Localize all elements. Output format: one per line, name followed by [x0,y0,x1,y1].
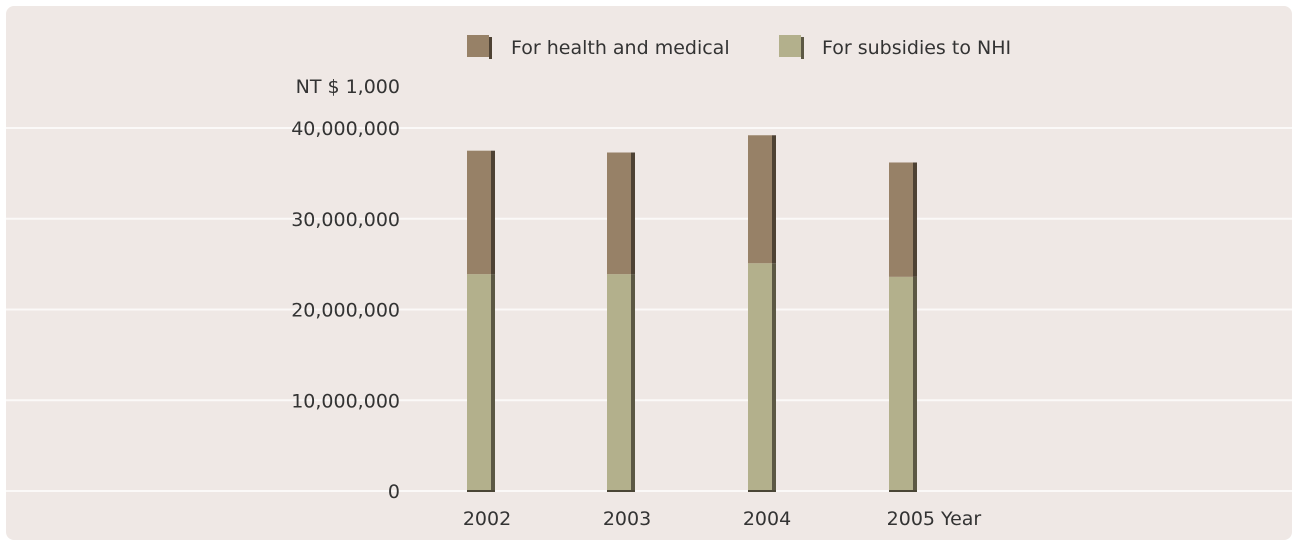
gridlines [6,127,1292,492]
bar-for-health-and-medical-2005 [889,162,913,277]
bar-for-health-and-medical-2004 [748,135,772,264]
bar-shadow [913,276,917,491]
x-axis-tick-labels: 2002 2003 2004 2005 [463,508,935,530]
bar-shadow [631,152,635,275]
unit-label: NT $ 1,000 [296,76,400,98]
legend-label-health-medical: For health and medical [511,37,730,59]
x-tick-label: 2004 [743,508,791,530]
bar-base [607,490,635,492]
y-tick-label: 40,000,000 [291,118,400,140]
bar-for-subsidies-to-nhi-2004 [748,263,772,491]
y-tick-label: 20,000,000 [291,300,400,322]
bars [467,135,917,492]
legend-swatch-health-medical [467,35,489,57]
bar-shadow [631,274,635,491]
bar-base [467,490,495,492]
bar-shadow [491,274,495,491]
bar-shadow [772,263,776,491]
bar-for-subsidies-to-nhi-2005 [889,276,913,491]
legend: For health and medical For subsidies to … [467,35,1011,59]
y-tick-label: 10,000,000 [291,390,400,412]
x-axis-suffix: Year [940,508,981,530]
bar-for-health-and-medical-2003 [607,152,631,275]
bar-shadow [772,135,776,264]
bar-shadow [913,162,917,277]
legend-swatch-subsidies-nhi [779,35,801,57]
bar-for-subsidies-to-nhi-2002 [467,274,491,491]
x-tick-label: 2003 [603,508,651,530]
x-tick-label: 2002 [463,508,511,530]
x-tick-label: 2005 [887,508,935,530]
legend-label-subsidies-nhi: For subsidies to NHI [822,37,1011,59]
bar-shadow [491,150,495,275]
bar-for-subsidies-to-nhi-2003 [607,274,631,491]
bar-base [748,490,776,492]
bar-base [889,490,917,492]
bar-for-health-and-medical-2002 [467,150,491,275]
chart-panel [6,6,1292,540]
y-axis-tick-labels: 0 10,000,000 20,000,000 30,000,000 40,000,00… [291,118,400,503]
y-tick-label: 0 [388,481,400,503]
y-tick-label: 30,000,000 [291,209,400,231]
